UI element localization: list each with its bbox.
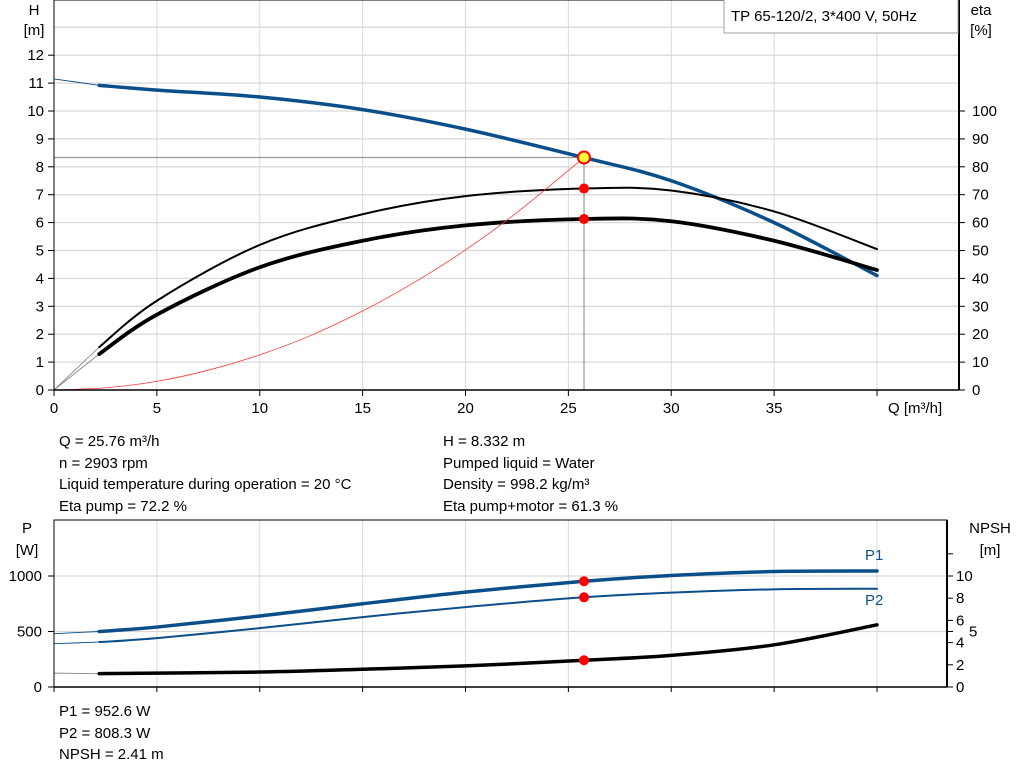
q-tick-label: 15 [354,400,371,417]
info-bottom: P1 = 952.6 W P2 = 808.3 W NPSH = 2.41 m [59,701,164,766]
head-curve [97,83,879,278]
p-tick-label: 1000 [9,568,42,585]
h-tick-label: 0 [36,382,44,399]
q-tick-label: 25 [560,400,577,417]
info-top-left: Q = 25.76 m³/h n = 2903 rpm Liquid tempe… [59,431,351,518]
npsh-tick-label: 6 [956,612,964,629]
p-axis-unit: [W] [16,542,39,559]
h-tick-label: 3 [36,298,44,315]
q-tick-label: 0 [50,400,58,417]
chart-marks: P1 P2 [53,78,883,676]
eta-tick-label: 20 [972,326,989,343]
eta-tick-label: 40 [972,270,989,287]
info-flow: Q = 25.76 m³/h [59,433,160,450]
info-p2: P2 = 808.3 W [59,724,151,742]
p-tick-label: 0 [34,679,42,696]
NPSH-curve [97,623,879,676]
eta_pump_motor-extrapolated-line [53,353,100,391]
duty-point [577,150,592,165]
eta_pump_motor-curve [97,216,879,356]
npsh-tick-label: 4 [956,635,964,652]
p2-point [579,592,590,603]
npsh-tick-label: 0 [956,679,964,696]
q-axis-label: Q [m³/h] [888,400,942,417]
eta_pump-curve [98,186,878,349]
p1-label: P1 [865,547,883,564]
P2-extrapolated-line [53,641,100,645]
eta-tick-label: 70 [972,187,989,204]
h-tick-label: 8 [36,159,44,176]
h-tick-label: 10 [27,103,44,120]
info-pumped-liquid: Pumped liquid = Water [443,454,595,472]
eta-pump-point [579,183,590,194]
bottom-grid [54,520,947,687]
info-p1: P1 = 952.6 W [59,703,151,720]
q-tick-label: 5 [153,400,161,417]
P2-curve [98,587,878,644]
h-tick-label: 5 [36,243,44,260]
h-tick-label: 4 [36,270,44,287]
eta-tick-label: 10 [972,354,989,371]
eta-tick-label: 80 [972,159,989,176]
p2-label: P2 [865,592,883,609]
info-npsh: NPSH = 2.41 m [59,746,164,764]
title-box: TP 65-120/2, 3*400 V, 50Hz [723,0,959,34]
h-tick-label: 7 [36,187,44,204]
eta-tick-label: 60 [972,215,989,232]
npsh-axis-label: NPSH [969,520,1011,537]
P1-extrapolated-line [53,631,100,635]
q-tick-label: 20 [457,400,474,417]
eta_pump-extrapolated-line [53,346,100,391]
npsh-point [579,655,590,666]
npsh-tick-label: 10 [956,568,973,585]
eta-tick-label: 100 [972,103,997,120]
h-tick-label: 2 [36,326,44,343]
top-grid [54,0,959,390]
chart-title: TP 65-120/2, 3*400 V, 50Hz [731,8,917,25]
h-axis-unit: [m] [24,22,45,39]
eta-tick-label: 30 [972,298,989,315]
h-axis-label: H [29,2,40,19]
q-tick-label: 30 [663,400,680,417]
info-liquid-temp: Liquid temperature during operation = 20… [59,476,352,494]
q-tick-label: 35 [766,400,783,417]
info-eta-pump: Eta pump = 72.2 % [59,498,187,516]
npsh-axis-unit: [m] [980,542,1001,559]
h-tick-label: 11 [28,75,44,92]
p1-point [579,576,590,587]
eta-tick-label: 50 [972,243,989,260]
eta-tick-label: 0 [972,382,980,399]
h-tick-label: 9 [36,131,44,148]
info-eta-pump-motor: Eta pump+motor = 61.3 % [443,498,619,516]
head-extrapolated-line [53,78,100,86]
npsh-tick-label: 5 [969,624,977,641]
p-tick-label: 500 [17,624,42,641]
info-top-right: H = 8.332 m Pumped liquid = Water Densit… [443,431,618,518]
eta-tick-label: 90 [972,131,989,148]
eta-axis-unit: [%] [970,22,992,39]
npsh-tick-label: 2 [956,657,964,674]
h-tick-label: 1 [36,354,44,371]
info-speed: n = 2903 rpm [59,454,148,472]
q-tick-label: 10 [251,400,268,417]
eta-pump-motor-point [579,213,590,224]
p-axis-label: P [22,520,32,537]
npsh-tick-label: 8 [956,590,964,607]
P1-curve [97,569,879,634]
h-tick-label: 6 [36,215,44,232]
h-tick-label: 12 [27,47,44,64]
info-head: H = 8.332 m [443,433,526,450]
NPSH-extrapolated-line [53,672,100,675]
info-density: Density = 998.2 kg/m³ [443,476,590,494]
eta-axis-label: eta [971,2,993,19]
system-curve [53,157,585,391]
